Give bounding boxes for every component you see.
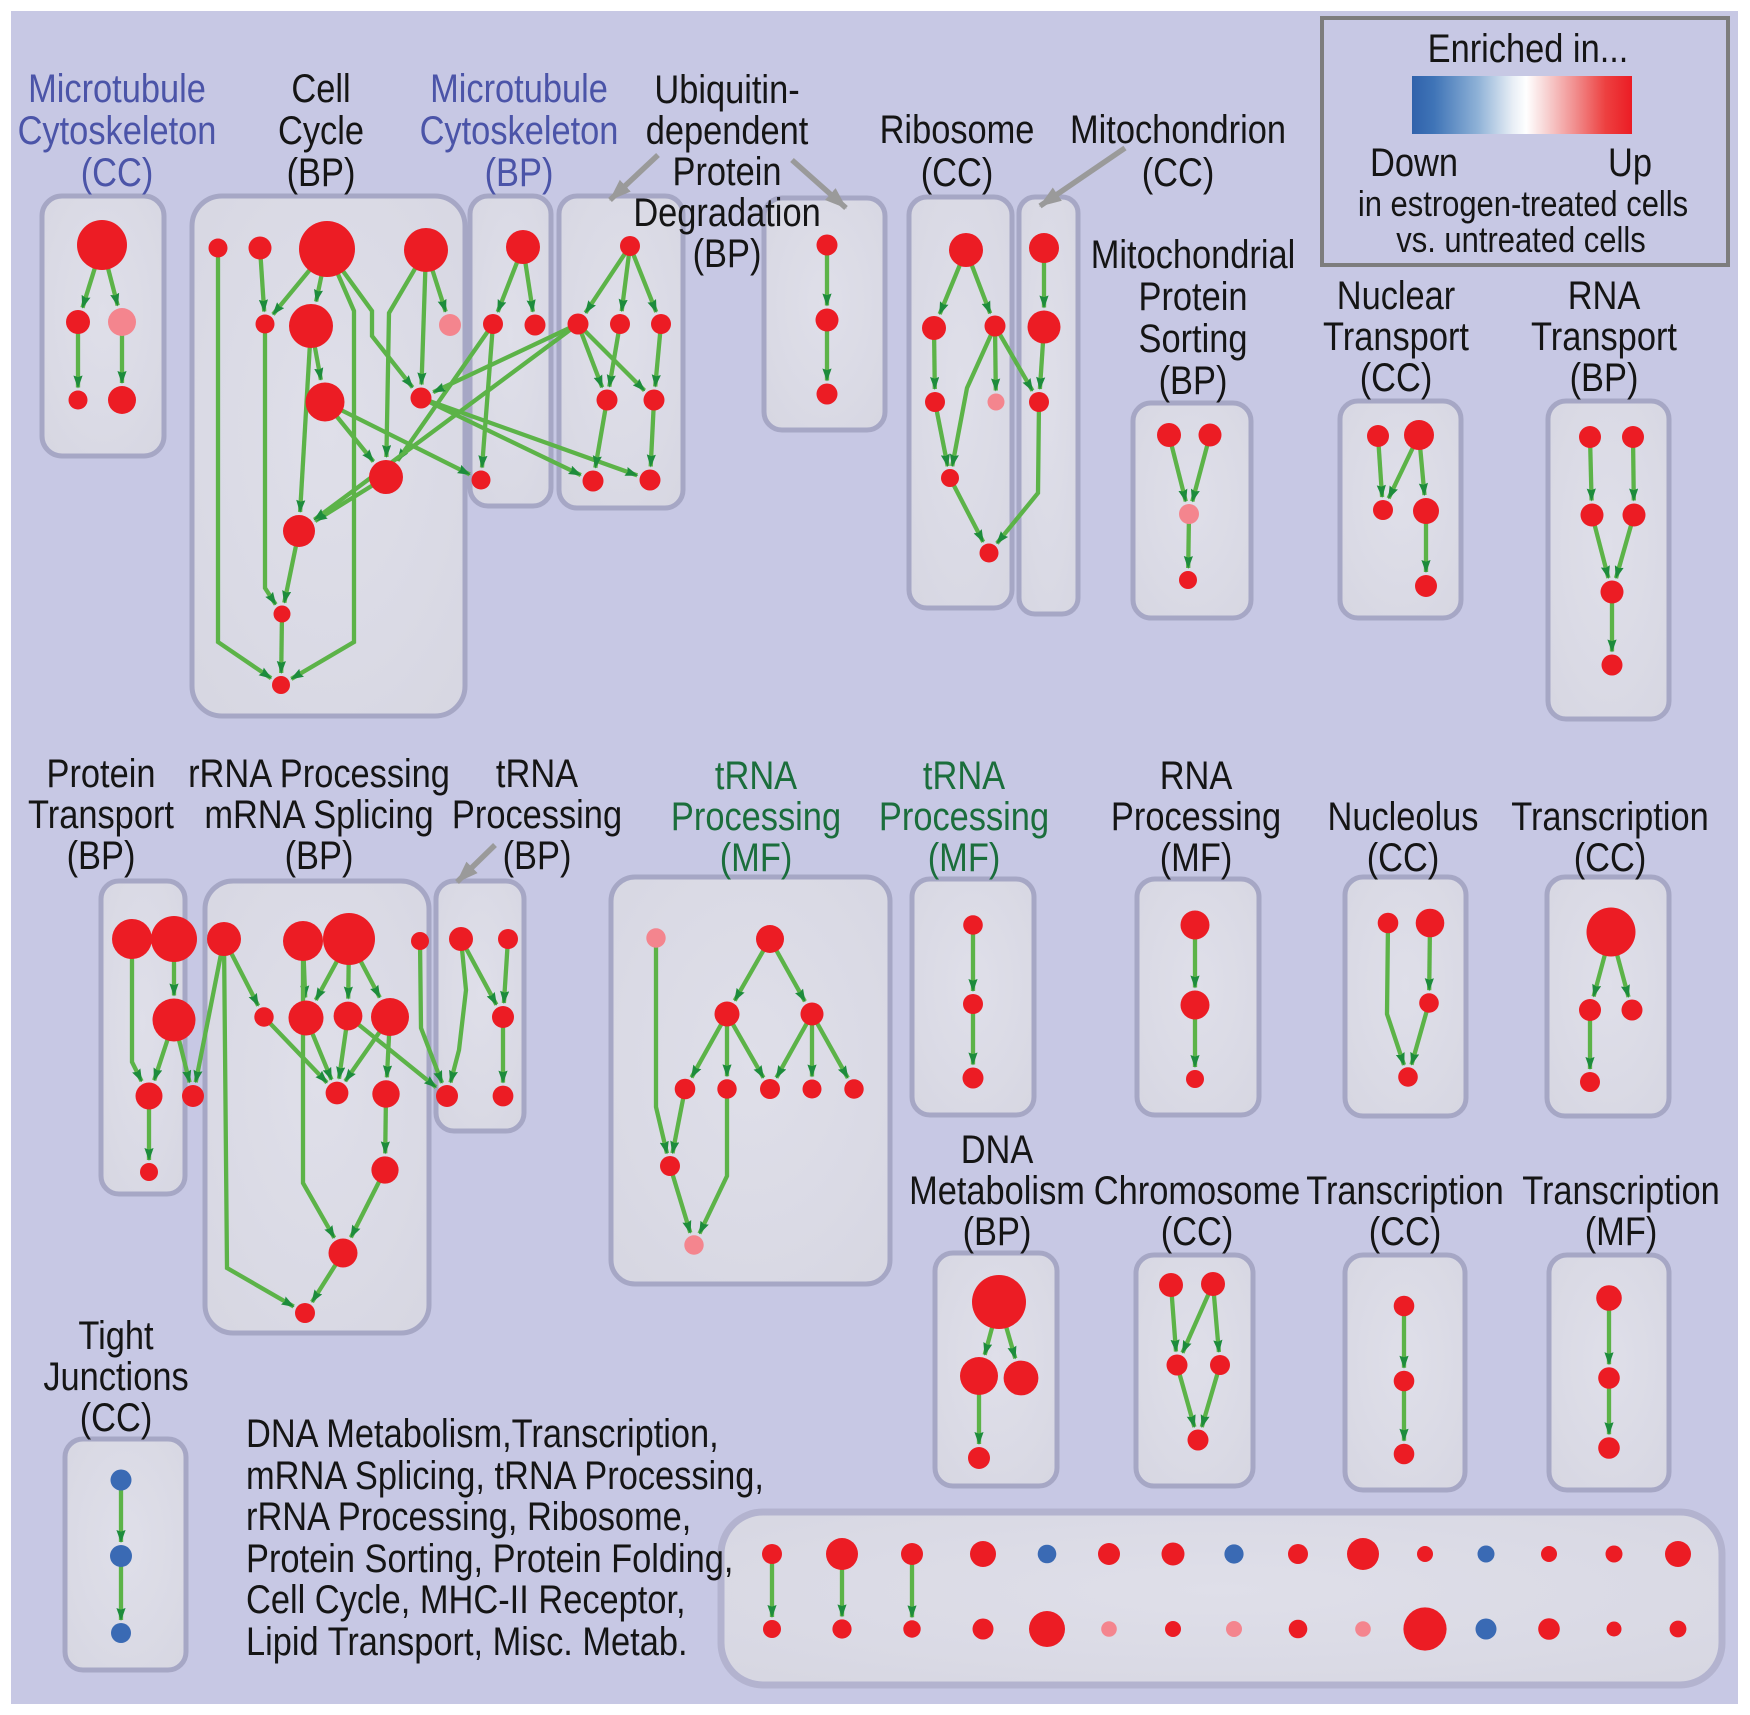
svg-text:Mitochondrial: Mitochondrial: [1091, 232, 1296, 277]
svg-text:(CC): (CC): [1142, 150, 1215, 195]
svg-text:Up: Up: [1608, 140, 1652, 185]
svg-text:Chromosome: Chromosome: [1094, 1168, 1300, 1213]
svg-text:in estrogen-treated cells: in estrogen-treated cells: [1358, 185, 1688, 225]
svg-text:RNA: RNA: [1568, 273, 1641, 318]
svg-text:(MF): (MF): [1585, 1209, 1658, 1254]
svg-text:(CC): (CC): [1369, 1209, 1442, 1254]
svg-text:(BP): (BP): [503, 833, 572, 878]
svg-text:Protein: Protein: [47, 751, 156, 796]
svg-text:(CC): (CC): [1574, 835, 1647, 880]
svg-text:vs. untreated cells: vs. untreated cells: [1396, 221, 1645, 261]
svg-text:DNA Metabolism,Transcription,: DNA Metabolism,Transcription,: [246, 1411, 719, 1456]
svg-text:Cell: Cell: [291, 66, 350, 111]
svg-text:(CC): (CC): [1161, 1209, 1234, 1254]
svg-text:Cell Cycle, MHC-II Receptor,: Cell Cycle, MHC-II Receptor,: [246, 1577, 686, 1622]
svg-text:(MF): (MF): [1160, 835, 1233, 880]
svg-text:dependent: dependent: [646, 108, 809, 153]
svg-text:Transcription: Transcription: [1306, 1168, 1504, 1213]
svg-text:mRNA Splicing, tRNA Processing: mRNA Splicing, tRNA Processing,: [246, 1453, 764, 1498]
svg-text:rRNA Processing: rRNA Processing: [188, 751, 450, 796]
svg-text:(CC): (CC): [1367, 835, 1440, 880]
svg-text:Cycle: Cycle: [278, 108, 364, 153]
svg-text:Microtubule: Microtubule: [28, 66, 206, 111]
svg-text:Ribosome: Ribosome: [880, 107, 1035, 152]
svg-text:Transcription: Transcription: [1522, 1168, 1720, 1213]
svg-text:Cytoskeleton: Cytoskeleton: [420, 108, 619, 153]
svg-text:(CC): (CC): [1360, 355, 1433, 400]
svg-text:Metabolism: Metabolism: [909, 1168, 1085, 1213]
svg-text:Nuclear: Nuclear: [1337, 273, 1456, 318]
svg-text:Nucleolus: Nucleolus: [1327, 794, 1478, 839]
svg-text:(MF): (MF): [720, 835, 793, 880]
svg-text:Processing: Processing: [879, 794, 1049, 839]
svg-text:Transport: Transport: [1323, 314, 1469, 359]
svg-text:Transport: Transport: [1531, 314, 1677, 359]
svg-text:Tight: Tight: [78, 1313, 154, 1358]
svg-text:Lipid Transport, Misc. Metab.: Lipid Transport, Misc. Metab.: [246, 1619, 688, 1664]
svg-text:(BP): (BP): [1159, 358, 1228, 403]
svg-text:Transcription: Transcription: [1511, 794, 1709, 839]
svg-text:tRNA: tRNA: [715, 753, 797, 798]
svg-text:(CC): (CC): [81, 150, 154, 195]
svg-text:(MF): (MF): [928, 835, 1001, 880]
svg-text:DNA: DNA: [961, 1127, 1034, 1172]
svg-text:Degradation: Degradation: [633, 190, 820, 235]
svg-text:Transport: Transport: [28, 792, 174, 837]
svg-text:Junctions: Junctions: [43, 1354, 188, 1399]
svg-text:Protein: Protein: [673, 149, 782, 194]
svg-text:Down: Down: [1370, 140, 1458, 185]
svg-text:(CC): (CC): [921, 150, 994, 195]
svg-text:(BP): (BP): [963, 1209, 1032, 1254]
svg-text:Processing: Processing: [671, 794, 841, 839]
svg-text:(CC): (CC): [80, 1395, 153, 1440]
svg-text:Processing: Processing: [1111, 794, 1281, 839]
svg-text:(BP): (BP): [287, 150, 356, 195]
svg-text:tRNA: tRNA: [496, 751, 578, 796]
svg-text:(BP): (BP): [1570, 355, 1639, 400]
svg-text:(BP): (BP): [485, 150, 554, 195]
svg-text:Enriched in...: Enriched in...: [1428, 26, 1629, 71]
svg-text:rRNA Processing, Ribosome,: rRNA Processing, Ribosome,: [246, 1494, 691, 1539]
svg-text:Processing: Processing: [452, 792, 622, 837]
svg-text:tRNA: tRNA: [923, 753, 1005, 798]
svg-text:(BP): (BP): [285, 833, 354, 878]
svg-text:(BP): (BP): [67, 833, 136, 878]
svg-text:Cytoskeleton: Cytoskeleton: [18, 108, 217, 153]
svg-text:Protein Sorting, Protein Foldi: Protein Sorting, Protein Folding,: [246, 1536, 734, 1581]
svg-text:Protein: Protein: [1139, 274, 1248, 319]
svg-text:Ubiquitin-: Ubiquitin-: [654, 67, 799, 112]
svg-text:mRNA Splicing: mRNA Splicing: [204, 792, 433, 837]
svg-text:(BP): (BP): [693, 231, 762, 276]
svg-text:RNA: RNA: [1160, 753, 1233, 798]
svg-text:Mitochondrion: Mitochondrion: [1070, 107, 1286, 152]
svg-text:Sorting: Sorting: [1139, 316, 1248, 361]
svg-text:Microtubule: Microtubule: [430, 66, 608, 111]
